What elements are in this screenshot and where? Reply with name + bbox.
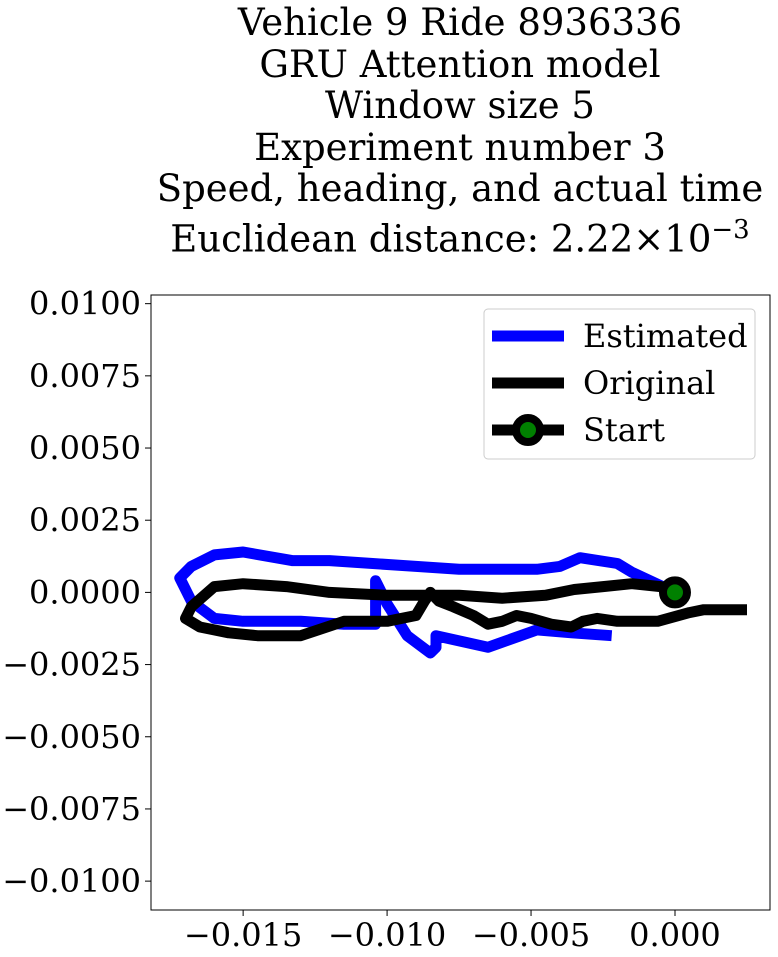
y-tick-label: −0.0075 [2,790,141,828]
legend-label-estimated: Estimated [583,317,748,355]
legend-label-start: Start [583,411,665,449]
y-tick-label: 0.0025 [29,501,141,539]
x-tick-label: −0.005 [472,916,590,954]
y-tick-label: 0.0050 [29,429,141,467]
y-tick-label: −0.0100 [2,862,141,900]
x-tick-label: 0.000 [629,916,721,954]
x-tick-label: −0.015 [184,916,302,954]
y-tick-label: −0.0025 [2,646,141,684]
legend: Estimated Original Start [484,309,755,459]
start-marker [663,580,687,604]
plot-area [180,552,747,653]
x-tick-label: −0.010 [328,916,446,954]
legend-label-original: Original [583,364,715,402]
legend-marker-start [516,418,540,442]
y-tick-label: 0.0000 [29,573,141,611]
y-tick-label: −0.0050 [2,718,141,756]
y-tick-label: 0.0075 [29,357,141,395]
y-tick-label: 0.0100 [29,285,141,323]
